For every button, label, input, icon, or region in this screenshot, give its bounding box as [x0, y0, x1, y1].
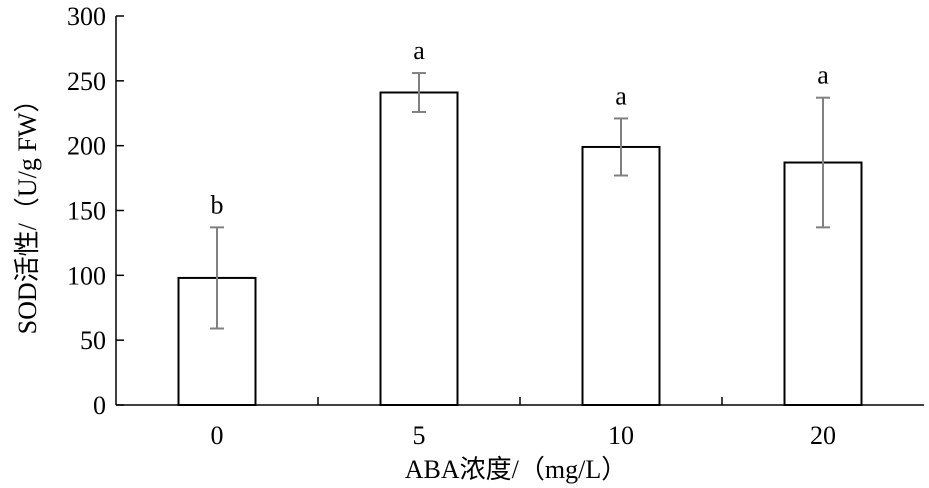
significance-labels: b a a a — [211, 36, 830, 219]
y-tick-label: 150 — [67, 197, 106, 226]
error-bars — [210, 72, 830, 330]
y-tick-label: 100 — [67, 261, 106, 290]
x-tick-label: 20 — [810, 421, 836, 450]
bar — [177, 276, 257, 406]
y-axis: 0 50 100 150 200 250 300 — [67, 2, 124, 420]
bars — [177, 91, 863, 407]
y-tick-label: 200 — [67, 132, 106, 161]
x-axis-title: ABA浓度/（mg/L） — [405, 455, 627, 484]
x-tick-label: 0 — [211, 421, 224, 450]
significance-label: b — [211, 190, 224, 219]
significance-label: a — [413, 36, 425, 65]
significance-label: a — [817, 61, 829, 90]
y-tick-label: 250 — [67, 67, 106, 96]
y-axis-title: SOD活性/（U/g FW） — [13, 87, 42, 335]
x-tick-label: 10 — [608, 421, 634, 450]
y-tick-label: 0 — [93, 391, 106, 420]
bar — [379, 91, 459, 407]
significance-label: a — [615, 81, 627, 110]
y-tick-label: 50 — [80, 326, 106, 355]
x-tick-label: 5 — [413, 421, 426, 450]
y-tick-label: 300 — [67, 2, 106, 31]
bar — [581, 145, 661, 406]
